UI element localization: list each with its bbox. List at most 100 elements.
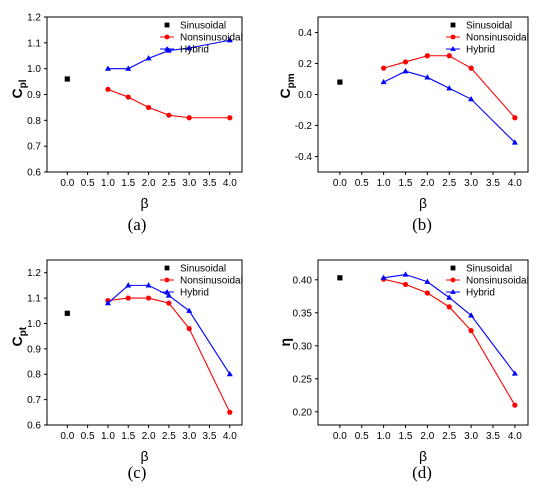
- x-axis-label: β: [419, 195, 427, 211]
- x-tick-label: 0.5: [355, 178, 369, 189]
- triangle-marker: [468, 312, 475, 318]
- x-tick-label: 3.0: [182, 431, 196, 442]
- square-marker: [450, 265, 456, 271]
- triangle-marker: [468, 95, 475, 102]
- circle-marker: [125, 295, 131, 301]
- x-axis-label: β: [140, 448, 148, 464]
- legend-label: Hybrid: [466, 45, 495, 56]
- panel-caption: (a): [128, 215, 147, 234]
- square-marker: [337, 79, 343, 85]
- y-axis-label: η: [277, 338, 293, 347]
- x-tick-label: 1.0: [101, 431, 115, 442]
- square-marker: [164, 22, 170, 28]
- x-tick-label: 4.0: [223, 178, 237, 189]
- x-tick-label: 3.5: [203, 178, 217, 189]
- triangle-marker: [226, 37, 233, 43]
- x-tick-label: 0.0: [333, 178, 347, 189]
- circle-marker: [424, 53, 430, 59]
- plot-frame: [317, 259, 529, 426]
- x-tick-label: 2.5: [162, 178, 176, 189]
- legend-label: Hybrid: [180, 45, 209, 56]
- x-tick-label: 3.0: [182, 178, 196, 189]
- y-tick-label: 0.6: [27, 421, 41, 432]
- panel-caption: (c): [128, 463, 147, 482]
- y-axis-label-subscript: pt: [18, 326, 29, 336]
- square-marker: [164, 265, 170, 271]
- x-tick-label: 4.0: [223, 431, 237, 442]
- series-line: [107, 39, 230, 70]
- y-tick-label: 0.8: [27, 370, 41, 381]
- circle-marker: [424, 290, 430, 296]
- y-tick-label: 1.2: [27, 13, 41, 24]
- circle-marker: [446, 53, 452, 59]
- x-tick-label: 1.0: [377, 431, 391, 442]
- legend-label: Nonsinusoidal: [180, 276, 243, 287]
- circle-marker: [450, 277, 456, 283]
- series-line: [383, 70, 516, 143]
- y-tick-label: 0.2: [298, 59, 312, 70]
- x-tick-label: 2.0: [142, 431, 156, 442]
- circle-marker: [512, 402, 518, 408]
- x-axis-label: β: [419, 448, 427, 464]
- x-tick-label: 4.0: [508, 178, 522, 189]
- triangle-marker: [450, 46, 456, 51]
- triangle-marker: [164, 289, 170, 294]
- square-marker: [64, 76, 70, 82]
- y-tick-label: -0.2: [295, 121, 313, 132]
- x-tick-label: 1.5: [121, 178, 135, 189]
- series-line: [383, 273, 516, 374]
- x-tick-label: 0.5: [81, 178, 95, 189]
- series-line: [383, 278, 516, 406]
- circle-marker: [512, 115, 518, 121]
- circle-marker: [125, 94, 131, 100]
- legend-label: Hybrid: [180, 288, 209, 299]
- y-axis-label: Cpm: [277, 73, 297, 98]
- circle-marker: [227, 409, 233, 415]
- y-axis-label: Cpl: [9, 79, 29, 98]
- x-tick-label: 1.5: [121, 431, 135, 442]
- y-tick-label: 0.0: [298, 90, 312, 101]
- y-tick-label: -0.4: [295, 152, 313, 163]
- x-tick-label: 2.5: [162, 431, 176, 442]
- x-tick-label: 2.0: [142, 178, 156, 189]
- y-tick-label: 0.9: [27, 90, 41, 101]
- x-axis-label: β: [140, 195, 148, 211]
- y-tick-label: 1.1: [27, 294, 41, 305]
- circle-marker: [468, 65, 474, 71]
- y-tick-label: 0.4: [298, 28, 312, 39]
- y-axis-label-main: η: [277, 338, 293, 347]
- x-tick-label: 3.5: [486, 431, 500, 442]
- x-tick-label: 0.0: [333, 431, 347, 442]
- triangle-marker: [424, 278, 431, 284]
- x-tick-label: 3.5: [486, 178, 500, 189]
- triangle-marker: [104, 299, 111, 306]
- y-axis-label-main: C: [277, 88, 293, 98]
- legend-label: Nonsinusoidal: [466, 33, 529, 44]
- square-marker: [337, 275, 343, 281]
- circle-marker: [166, 112, 172, 118]
- y-tick-label: 1.0: [27, 64, 41, 75]
- circle-marker: [402, 59, 409, 65]
- y-axis-label-main: C: [9, 336, 25, 346]
- circle-marker: [164, 34, 170, 40]
- circle-marker: [166, 300, 172, 306]
- circle-marker: [402, 281, 409, 288]
- circle-marker: [164, 277, 170, 283]
- y-axis-label-subscript: pl: [18, 79, 29, 88]
- triangle-marker: [145, 55, 152, 61]
- triangle-marker: [380, 274, 387, 280]
- y-axis-label: Cpt: [9, 326, 29, 346]
- x-tick-label: 3.0: [464, 431, 478, 442]
- chart-panel: 0.0 0.5 1.0 1.5 2.0 2.5 3.0 3.5 4.0 0.20 0.25 0.30 0…: [277, 259, 529, 482]
- triangle-marker: [125, 65, 132, 71]
- y-axis-label-subscript: pm: [286, 73, 297, 88]
- triangle-marker: [380, 78, 387, 85]
- triangle-marker: [104, 65, 111, 71]
- y-tick-label: 1.2: [27, 268, 41, 279]
- x-tick-label: 0.0: [60, 431, 74, 442]
